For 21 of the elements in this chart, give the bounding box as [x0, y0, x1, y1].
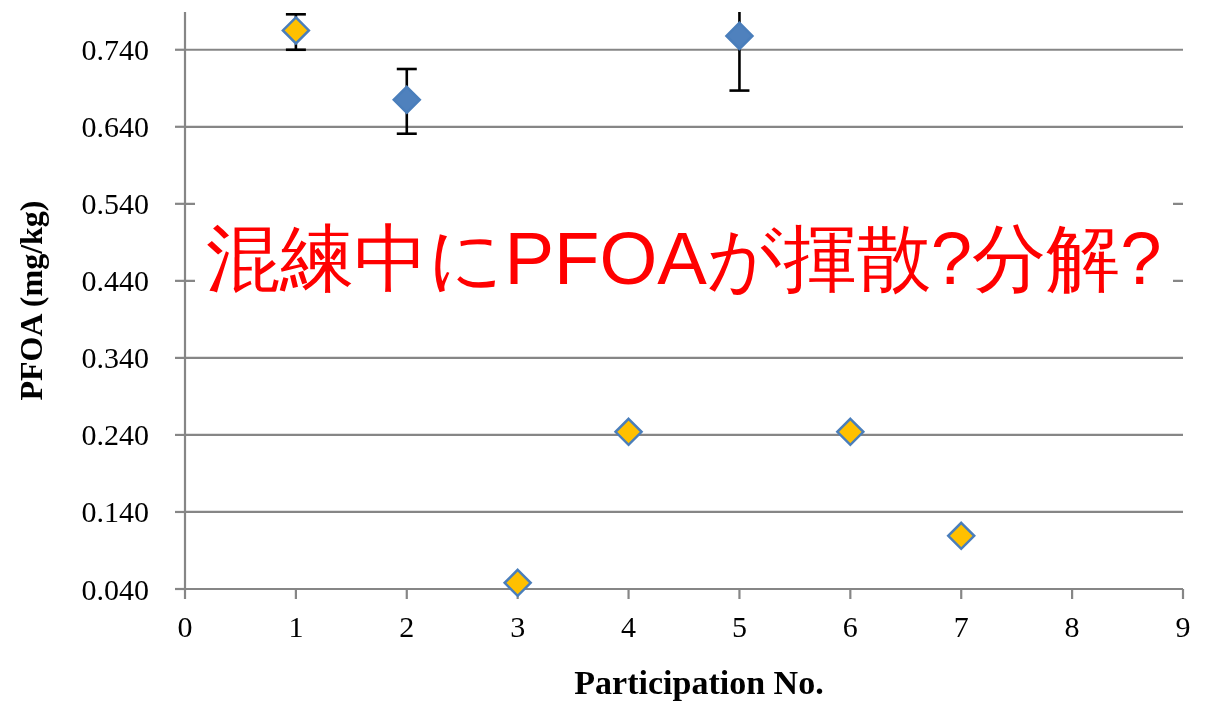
y-axis-title: PFOA (mg/kg)	[13, 200, 49, 401]
y-tick-label: 0.240	[81, 418, 149, 452]
x-tick-label: 7	[953, 610, 969, 643]
x-tick-label: 5	[731, 610, 747, 643]
y-tick-label: 0.640	[81, 110, 149, 144]
y-tick-label: 0.140	[81, 495, 149, 529]
x-tick-label: 2	[399, 610, 415, 643]
x-tick-label: 3	[510, 610, 526, 643]
y-tick-label: 0.340	[81, 341, 149, 375]
x-tick-label: 0	[177, 610, 193, 643]
x-tick-label: 8	[1064, 610, 1080, 643]
y-tick-label: 0.540	[81, 187, 149, 221]
y-tick-label: 0.040	[81, 572, 149, 606]
x-tick-label: 4	[621, 610, 637, 643]
y-tick-label: 0.440	[81, 264, 149, 298]
annotation: 混練中にPFOAが揮散?分解?	[206, 216, 1162, 300]
x-axis-title: Participation No.	[574, 664, 824, 701]
x-tick-label: 1	[288, 610, 304, 643]
x-tick-label: 6	[842, 610, 858, 643]
x-tick-label: 9	[1175, 610, 1191, 643]
y-tick-label: 0.740	[81, 33, 149, 67]
